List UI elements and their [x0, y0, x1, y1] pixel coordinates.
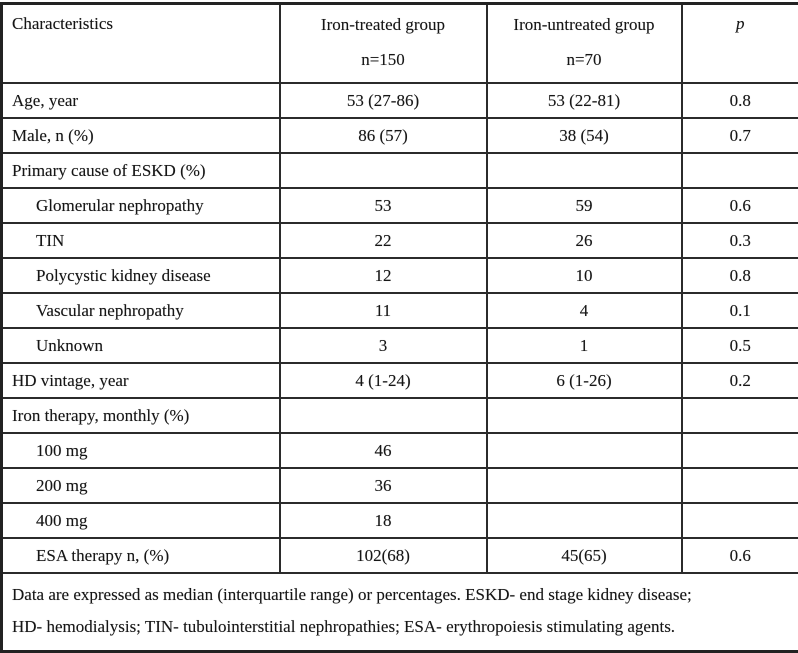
- col-header-iron-untreated-n: n=70: [489, 49, 680, 71]
- row-label: 400 mg: [2, 503, 280, 538]
- untreated-value: 59: [487, 188, 682, 223]
- p-value: 0.8: [682, 258, 798, 293]
- table-footnote: Data are expressed as median (interquart…: [2, 573, 798, 652]
- footnote-line-2: HD- hemodialysis; TIN- tubulointerstitia…: [12, 611, 789, 643]
- untreated-value: 53 (22-81): [487, 83, 682, 118]
- table-row-hd-vintage: HD vintage, year 4 (1-24) 6 (1-26) 0.2: [2, 363, 798, 398]
- header-row: Characteristics Iron-treated group n=150…: [2, 4, 798, 84]
- p-value: 0.6: [682, 538, 798, 573]
- row-label: Male, n (%): [2, 118, 280, 153]
- treated-value: 11: [280, 293, 487, 328]
- p-value: 0.2: [682, 363, 798, 398]
- p-value: [682, 398, 798, 433]
- treated-value: 102(68): [280, 538, 487, 573]
- table-row-400mg: 400 mg 18: [2, 503, 798, 538]
- table-row-male: Male, n (%) 86 (57) 38 (54) 0.7: [2, 118, 798, 153]
- p-value: 0.6: [682, 188, 798, 223]
- col-header-iron-treated-title: Iron-treated group: [282, 14, 485, 36]
- treated-value: 53: [280, 188, 487, 223]
- col-header-iron-untreated-title: Iron-untreated group: [489, 14, 680, 36]
- row-label: 100 mg: [2, 433, 280, 468]
- untreated-value: [487, 153, 682, 188]
- untreated-value: [487, 503, 682, 538]
- treated-value: 36: [280, 468, 487, 503]
- untreated-value: 26: [487, 223, 682, 258]
- row-label: HD vintage, year: [2, 363, 280, 398]
- treated-value: 12: [280, 258, 487, 293]
- untreated-value: 6 (1-26): [487, 363, 682, 398]
- p-value: 0.5: [682, 328, 798, 363]
- footnote-row: Data are expressed as median (interquart…: [2, 573, 798, 652]
- col-header-iron-treated-n: n=150: [282, 49, 485, 71]
- treated-value: 22: [280, 223, 487, 258]
- table-row-age: Age, year 53 (27-86) 53 (22-81) 0.8: [2, 83, 798, 118]
- row-label: Iron therapy, monthly (%): [2, 398, 280, 433]
- treated-value: [280, 153, 487, 188]
- table-row-primary-cause: Primary cause of ESKD (%): [2, 153, 798, 188]
- row-label: Age, year: [2, 83, 280, 118]
- untreated-value: 45(65): [487, 538, 682, 573]
- table-row-100mg: 100 mg 46: [2, 433, 798, 468]
- treated-value: 53 (27-86): [280, 83, 487, 118]
- row-label: TIN: [2, 223, 280, 258]
- row-label: Glomerular nephropathy: [2, 188, 280, 223]
- col-header-iron-treated: Iron-treated group n=150: [280, 4, 487, 84]
- table-row-iron-therapy: Iron therapy, monthly (%): [2, 398, 798, 433]
- table-row-polycystic: Polycystic kidney disease 12 10 0.8: [2, 258, 798, 293]
- untreated-value: [487, 468, 682, 503]
- row-label: Polycystic kidney disease: [2, 258, 280, 293]
- col-header-iron-untreated: Iron-untreated group n=70: [487, 4, 682, 84]
- untreated-value: 4: [487, 293, 682, 328]
- p-value: 0.3: [682, 223, 798, 258]
- treated-value: 46: [280, 433, 487, 468]
- row-label: Vascular nephropathy: [2, 293, 280, 328]
- table-row-vascular: Vascular nephropathy 11 4 0.1: [2, 293, 798, 328]
- p-value: 0.1: [682, 293, 798, 328]
- table-row-tin: TIN 22 26 0.3: [2, 223, 798, 258]
- treated-value: 86 (57): [280, 118, 487, 153]
- untreated-value: [487, 433, 682, 468]
- treated-value: 18: [280, 503, 487, 538]
- treated-value: 4 (1-24): [280, 363, 487, 398]
- untreated-value: 10: [487, 258, 682, 293]
- row-label: Primary cause of ESKD (%): [2, 153, 280, 188]
- treated-value: 3: [280, 328, 487, 363]
- row-label: 200 mg: [2, 468, 280, 503]
- p-value: [682, 503, 798, 538]
- p-value: [682, 468, 798, 503]
- treated-value: [280, 398, 487, 433]
- p-value: 0.7: [682, 118, 798, 153]
- untreated-value: 1: [487, 328, 682, 363]
- untreated-value: [487, 398, 682, 433]
- scanned-paper-table-page: Characteristics Iron-treated group n=150…: [0, 0, 798, 631]
- p-value: [682, 433, 798, 468]
- col-header-characteristics: Characteristics: [2, 4, 280, 84]
- untreated-value: 38 (54): [487, 118, 682, 153]
- p-value: 0.8: [682, 83, 798, 118]
- row-label: Unknown: [2, 328, 280, 363]
- table-row-unknown: Unknown 3 1 0.5: [2, 328, 798, 363]
- table-row-200mg: 200 mg 36: [2, 468, 798, 503]
- p-value: [682, 153, 798, 188]
- footnote-line-1: Data are expressed as median (interquart…: [12, 579, 789, 611]
- table-row-esa-therapy: ESA therapy n, (%) 102(68) 45(65) 0.6: [2, 538, 798, 573]
- row-label: ESA therapy n, (%): [2, 538, 280, 573]
- table-row-glomerular: Glomerular nephropathy 53 59 0.6: [2, 188, 798, 223]
- col-header-p-value: p: [682, 4, 798, 84]
